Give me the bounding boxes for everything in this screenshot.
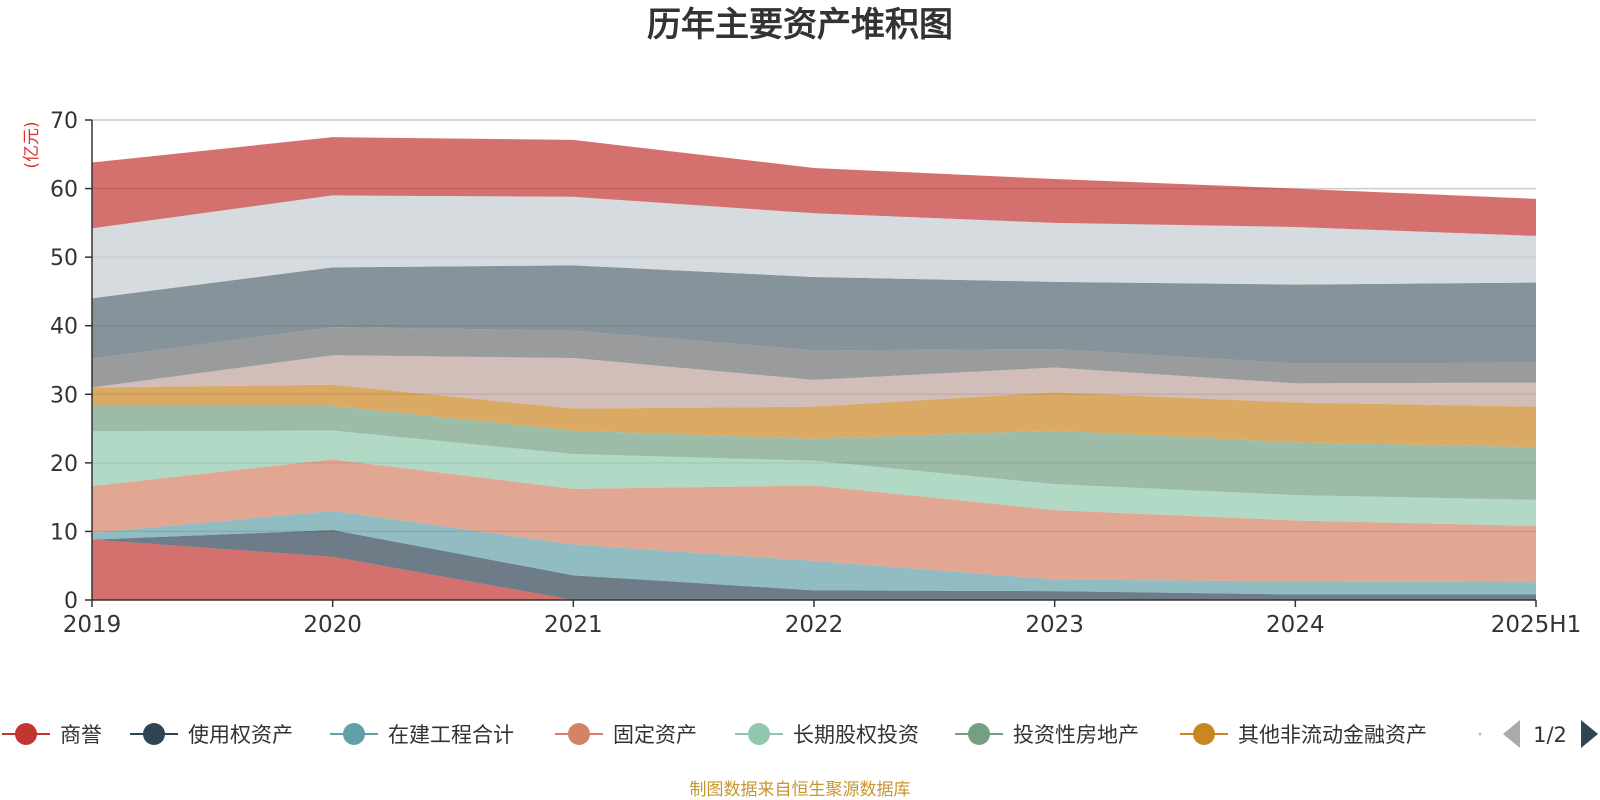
chart-title: 历年主要资产堆积图 — [647, 5, 953, 45]
legend-label: 长期股权投资 — [793, 723, 919, 747]
legend-label: 在建工程合计 — [388, 723, 514, 747]
area-series-3 — [92, 510, 1536, 595]
legend-item[interactable]: 在建工程合计 — [330, 723, 514, 747]
legend-label: 商誉 — [60, 723, 102, 747]
legend-marker — [343, 723, 365, 745]
area-series — [92, 137, 1536, 600]
legend-overflow-dot — [1478, 732, 1482, 736]
area-series-4 — [92, 459, 1536, 583]
area-series-6 — [92, 405, 1536, 500]
area-series-10 — [92, 265, 1536, 364]
legend-item[interactable]: 商誉 — [2, 723, 102, 747]
area-series-8 — [92, 355, 1536, 409]
triangle-left-icon[interactable] — [1503, 720, 1520, 748]
legend-page-indicator: 1/2 — [1533, 723, 1567, 747]
legend-label: 投资性房地产 — [1013, 723, 1139, 747]
y-tick-label: 50 — [50, 246, 78, 271]
legend-marker — [968, 723, 990, 745]
legend-item[interactable]: 固定资产 — [555, 723, 697, 747]
y-tick-label: 0 — [64, 589, 78, 614]
area-series-11 — [92, 195, 1536, 299]
legend-label: 使用权资产 — [188, 723, 293, 747]
legend-item[interactable]: 使用权资产 — [130, 723, 293, 747]
area-series-12 — [92, 137, 1536, 236]
area-series-2 — [92, 530, 1536, 600]
x-tick-label: 2021 — [544, 612, 603, 638]
area-series-9 — [92, 327, 1536, 388]
legend-marker — [143, 723, 165, 745]
legend-label: 其他非流动金融资产 — [1238, 723, 1427, 747]
legend-item[interactable]: 长期股权投资 — [735, 723, 919, 747]
x-tick-label: 2022 — [785, 612, 844, 638]
legend: 商誉 使用权资产 在建工程合计 固定资产 长期股权投资 投资性房地产 其他非流动金融资产 1/… — [2, 720, 1598, 748]
axes: 0 10 20 30 40 50 60 70 2019 2020 2021 2022 2023 2024 2… — [50, 109, 1581, 638]
legend-item[interactable]: 其他非流动金融资产 — [1180, 723, 1427, 747]
y-tick-label: 20 — [50, 452, 78, 477]
legend-marker — [568, 723, 590, 745]
y-tick-label: 30 — [50, 383, 78, 408]
y-tick-label: 40 — [50, 315, 78, 340]
y-tick-label: 60 — [50, 178, 78, 203]
area-series-7 — [92, 384, 1536, 448]
x-tick-label: 2023 — [1025, 612, 1084, 638]
x-tick-label: 2025H1 — [1491, 612, 1581, 638]
area-series-5 — [92, 430, 1536, 526]
legend-marker — [1193, 723, 1215, 745]
legend-marker — [15, 723, 37, 745]
x-tick-label: 2020 — [303, 612, 362, 638]
source-note: 制图数据来自恒生聚源数据库 — [690, 780, 911, 800]
legend-marker — [748, 723, 770, 745]
triangle-right-icon[interactable] — [1581, 720, 1598, 748]
legend-label: 固定资产 — [613, 723, 697, 747]
area-series-1 — [92, 539, 1536, 600]
y-tick-label: 70 — [50, 109, 78, 134]
legend-item[interactable]: 投资性房地产 — [955, 723, 1139, 747]
x-tick-label: 2019 — [63, 612, 122, 638]
x-tick-label: 2024 — [1266, 612, 1325, 638]
unit-label: (亿元) — [22, 121, 42, 168]
y-tick-label: 10 — [50, 520, 78, 545]
